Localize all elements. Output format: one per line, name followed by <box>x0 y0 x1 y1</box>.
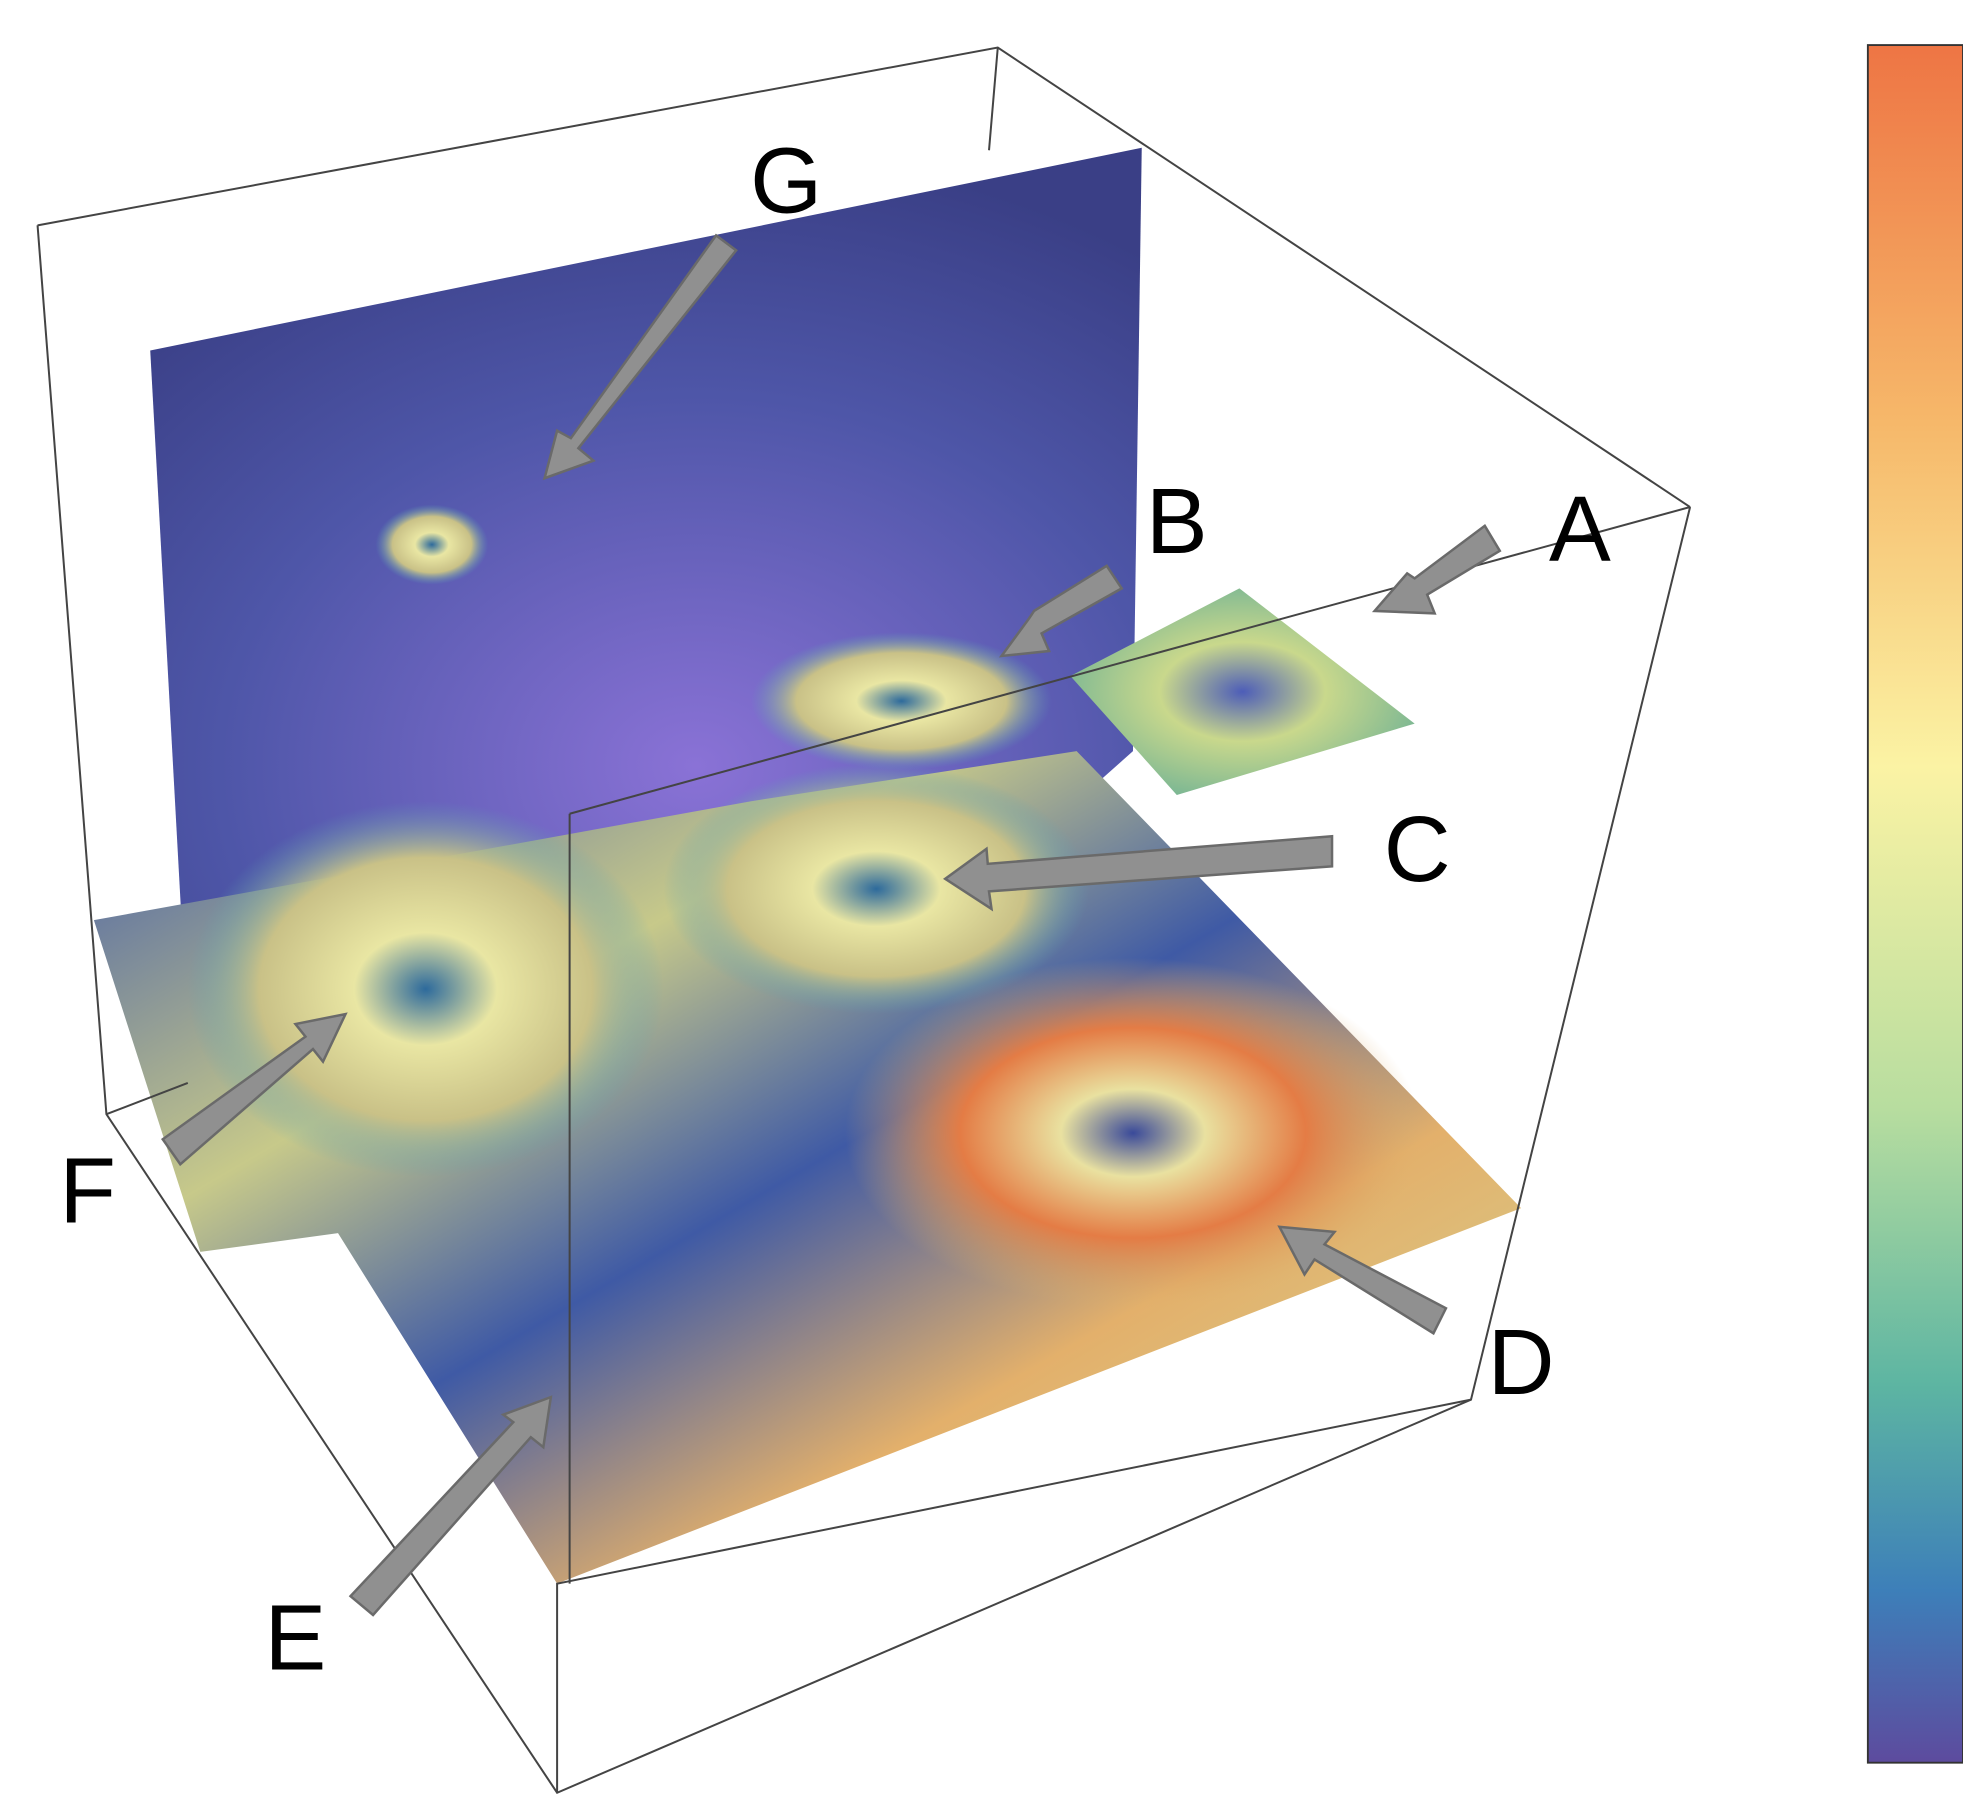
label: E <box>265 1585 327 1689</box>
figure: G B A C D E F <box>0 0 1963 1799</box>
arrow <box>1375 526 1500 614</box>
label: B <box>1146 469 1208 573</box>
label: G <box>750 128 822 232</box>
label: D <box>1488 1310 1555 1414</box>
colorbar <box>1868 45 1963 1763</box>
label: A <box>1549 476 1611 580</box>
swirl-region <box>188 801 664 1177</box>
vortex <box>376 505 489 585</box>
label: C <box>1384 797 1451 901</box>
label: F <box>59 1139 116 1243</box>
page: G B A C D E F (() => { const data = JSON… <box>0 0 1963 1799</box>
